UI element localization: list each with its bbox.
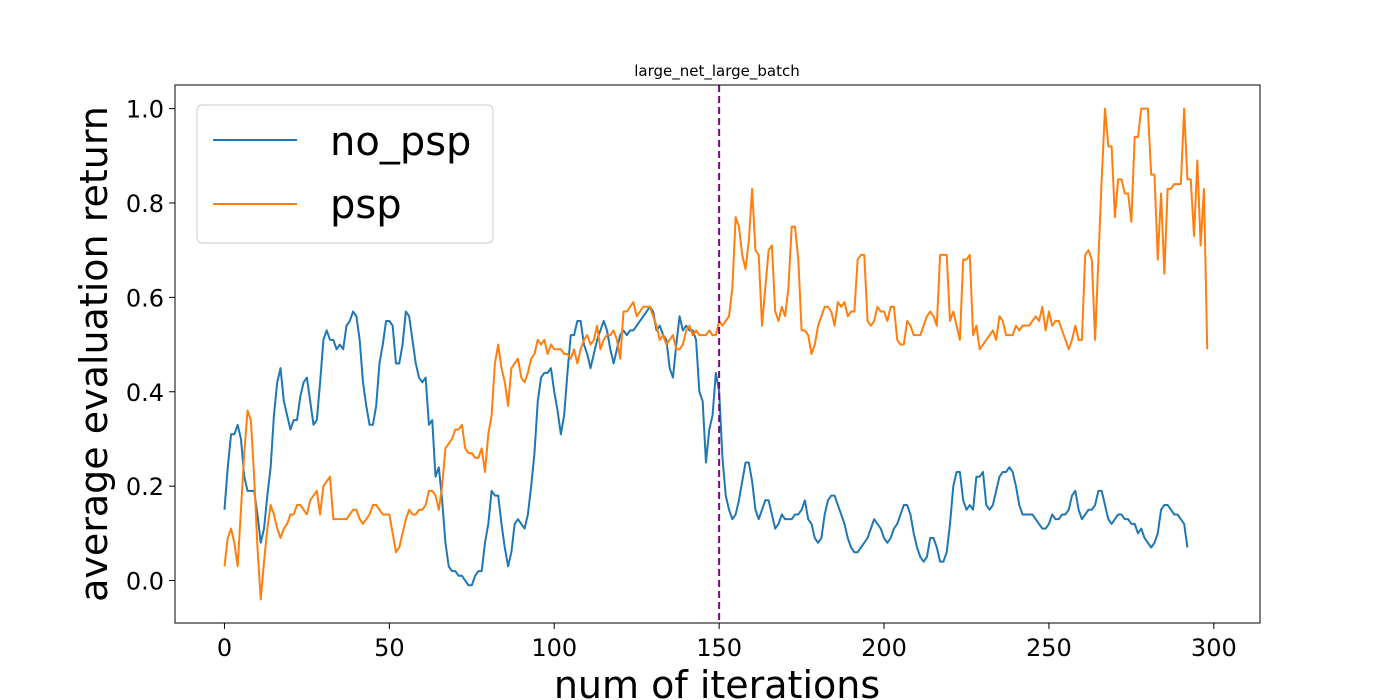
x-tick-label: 100	[531, 634, 577, 662]
y-tick-label: 0.2	[126, 473, 164, 501]
x-axis-label: num of iterations	[554, 663, 880, 700]
legend-label-no-psp: no_psp	[330, 119, 471, 165]
y-tick-label: 1.0	[126, 96, 164, 124]
legend-label-psp: psp	[330, 182, 402, 228]
x-axis-ticks: 0 50 100 150 200 250 300	[217, 623, 1237, 662]
series-line-psp	[223, 107, 1209, 601]
plot-frame	[174, 84, 1261, 624]
x-tick-label: 300	[1191, 634, 1237, 662]
y-tick-label: 0.6	[126, 284, 164, 312]
x-tick-label: 200	[861, 634, 907, 662]
x-tick-label: 250	[1026, 634, 1072, 662]
y-axis-ticks: 0.0 0.2 0.4 0.6 0.8 1.0	[126, 96, 175, 596]
legend: no_psp psp	[196, 104, 494, 244]
x-tick-label: 150	[696, 634, 742, 662]
series-layer	[223, 107, 1209, 601]
chart-title: large_net_large_batch	[634, 62, 800, 81]
y-tick-label: 0.0	[126, 568, 164, 596]
y-tick-label: 0.8	[126, 190, 164, 218]
x-tick-label: 50	[374, 634, 405, 662]
y-tick-label: 0.4	[126, 379, 164, 407]
series-line-no-psp	[223, 305, 1189, 587]
y-axis-label: average evaluation return	[72, 106, 116, 602]
x-tick-label: 0	[217, 634, 232, 662]
